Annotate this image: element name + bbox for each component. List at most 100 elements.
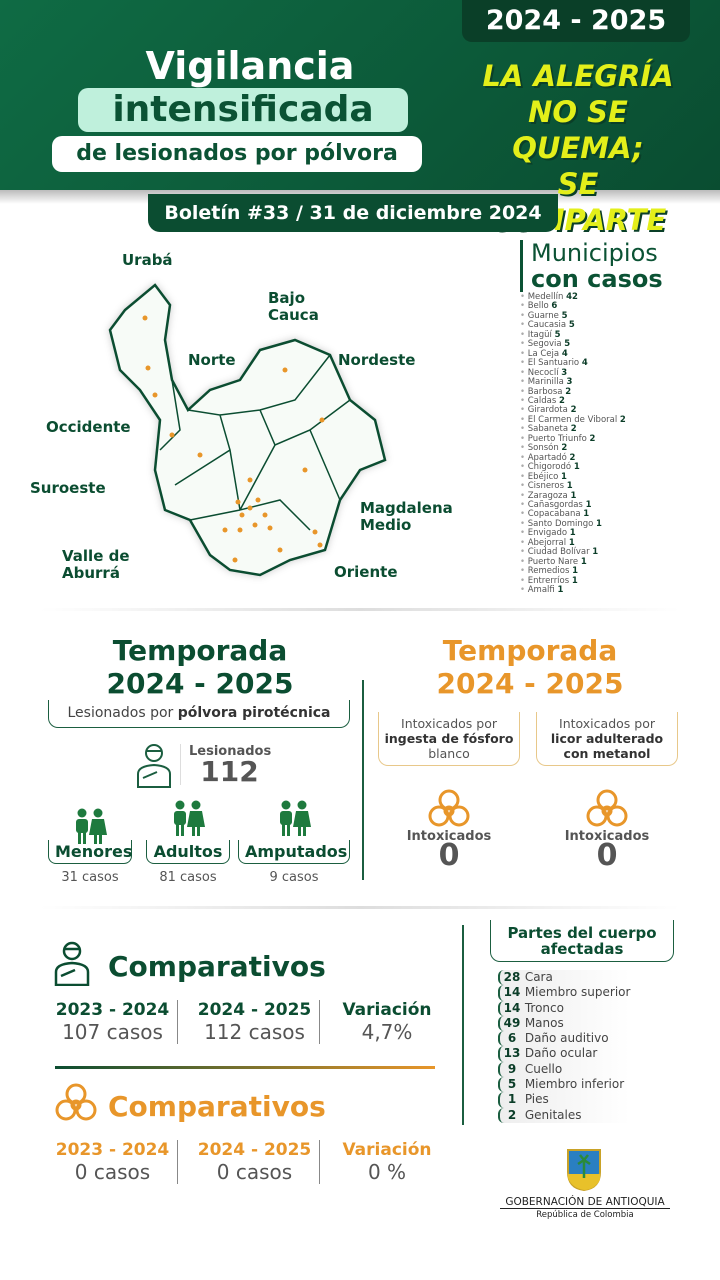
municipio-item: Bello 6 [520,302,626,311]
column-value: 0 casos [74,1160,151,1184]
title: Temporada [112,634,288,667]
title-line-1: Vigilancia [145,44,355,88]
comparativo-column: 2023 - 2024 0 casos [48,1140,178,1184]
body-part-count: 6 [507,1031,517,1046]
body-part-name: Tronco [524,1000,564,1015]
org-name: GOBERNACIÓN DE ANTIOQUIA [500,1196,670,1209]
column-header: Variación [342,1140,432,1160]
body-part-name: Miembro superior [524,985,631,1000]
section-divider [462,925,464,1125]
comparativos-title: Comparativos [108,950,326,983]
municipio-item: Sonsón 2 [520,444,626,453]
municipio-item: Cañasgordas 1 [520,499,626,510]
body-part-count: 9 [507,1061,517,1076]
card-line: Intoxicados por [401,716,497,731]
polvora-subtitle: Lesionados por pólvora pirotécnica [48,700,350,728]
biohazard-icon [586,789,628,827]
adults-icon [174,800,205,836]
body-part-item: 1 Pies [498,1092,631,1108]
municipio-count: 1 [557,585,564,596]
municipio-count: 3 [561,367,568,378]
antioquia-coat-of-arms-logo [567,1149,601,1192]
municipio-item: Medellín 42 [520,292,626,302]
body-parts-list: 28 Cara 14 Miembro superior 14 Tronco 49 Ma… [498,970,631,1123]
body-part-item: 49 Manos [498,1015,631,1032]
intox-label: Intoxicados [564,829,650,844]
body-part-name: Manos [524,1015,564,1030]
group-cases: 9 casos [269,870,319,885]
municipio-count: 1 [596,518,602,529]
divider [55,1066,435,1069]
body-parts-title: Partes del cuerpo afectadas [490,920,674,962]
season: 2024 - 2025 [106,667,294,700]
comparativo-column: Variación 4,7% [322,1000,452,1044]
municipio-name: El Carmen de Viboral [527,414,618,425]
title: Temporada [442,634,618,667]
subtitle-bold: pólvora pirotécnica [177,705,331,721]
municipio-name: Apartadó [527,452,567,463]
body-part-count: 1 [507,1092,517,1107]
municipio-count: 2 [589,433,596,444]
municipio-item: Ciudad Bolívar 1 [520,548,626,557]
municipio-name: Caucasia [527,320,567,331]
title-line: Partes del cuerpo [507,924,657,942]
municipio-name: Chigorodó [527,462,572,473]
municipio-count: 2 [619,414,626,425]
column-header: Variación [342,1000,432,1020]
municipio-item: Segovia 5 [520,340,626,349]
slogan-line: NO SE QUEMA; [512,95,644,165]
municipio-count: 2 [561,443,568,454]
municipio-count: 2 [570,424,577,435]
municipio-count: 4 [561,348,568,359]
municipio-count: 1 [572,566,578,577]
municipio-count: 1 [583,509,590,520]
municipio-count: 2 [565,386,572,397]
municipio-count: 1 [561,471,567,482]
municipio-item: Barbosa 2 [520,386,626,397]
municipio-count: 1 [566,481,573,492]
municipio-item: Abejorral 1 [520,538,626,548]
column-value: 107 casos [62,1020,163,1044]
group-amputees [238,798,350,842]
municipio-item: Sabaneta 2 [520,425,626,434]
municipio-name: Puerto Nare [527,556,579,567]
card-line-bold: con metanol [563,746,651,761]
municipio-name: La Ceja [527,348,560,359]
body-part-item: 6 Daño auditivo [498,1031,631,1047]
municipio-count: 1 [571,575,578,586]
municipio-name: Bello [527,301,549,312]
municipio-count: 1 [573,462,580,473]
region-label: Valle de Aburrá [62,547,130,582]
municipio-name: Ebéjico [527,471,559,482]
municipio-item: Necoclí 3 [520,367,626,378]
body-part-name: Daño auditivo [524,1031,609,1046]
municipio-item: La Ceja 4 [520,348,626,359]
children-icon [76,808,107,844]
municipio-item: Chigorodó 1 [520,462,626,473]
body-part-name: Cara [524,970,553,984]
season-badge: 2024 - 2025 [462,0,690,42]
title-line: afectadas [540,940,624,958]
municipio-name: Amalfi [527,585,555,596]
divider [40,906,680,909]
municipio-name: Remedios [527,566,570,577]
municipio-count: 1 [585,499,592,510]
body-part-count: 14 [503,1000,521,1015]
case-dots [142,315,325,563]
municipio-name: Puerto Triunfo [527,433,587,444]
municipio-item: Itagüí 5 [520,330,626,340]
antioquia-map [108,283,387,577]
municipios-title: Municipios con casos [520,240,663,292]
column-value: 0 % [367,1160,407,1184]
body-part-item: 14 Tronco [498,1000,631,1016]
body-part-name: Pies [524,1092,549,1107]
municipio-item: El Carmen de Viboral 2 [520,414,626,425]
municipio-count: 2 [558,395,565,406]
group-label: Adultos [146,840,230,864]
column-header: 2023 - 2024 [55,1000,170,1020]
municipio-name: Barbosa [527,386,563,397]
total-label: Lesionados [189,744,272,759]
body-part-item: 14 Miembro superior [498,985,631,1001]
card-line-bold: ingesta de fósforo [384,731,514,746]
comparativos-title: Comparativos [108,1090,326,1123]
